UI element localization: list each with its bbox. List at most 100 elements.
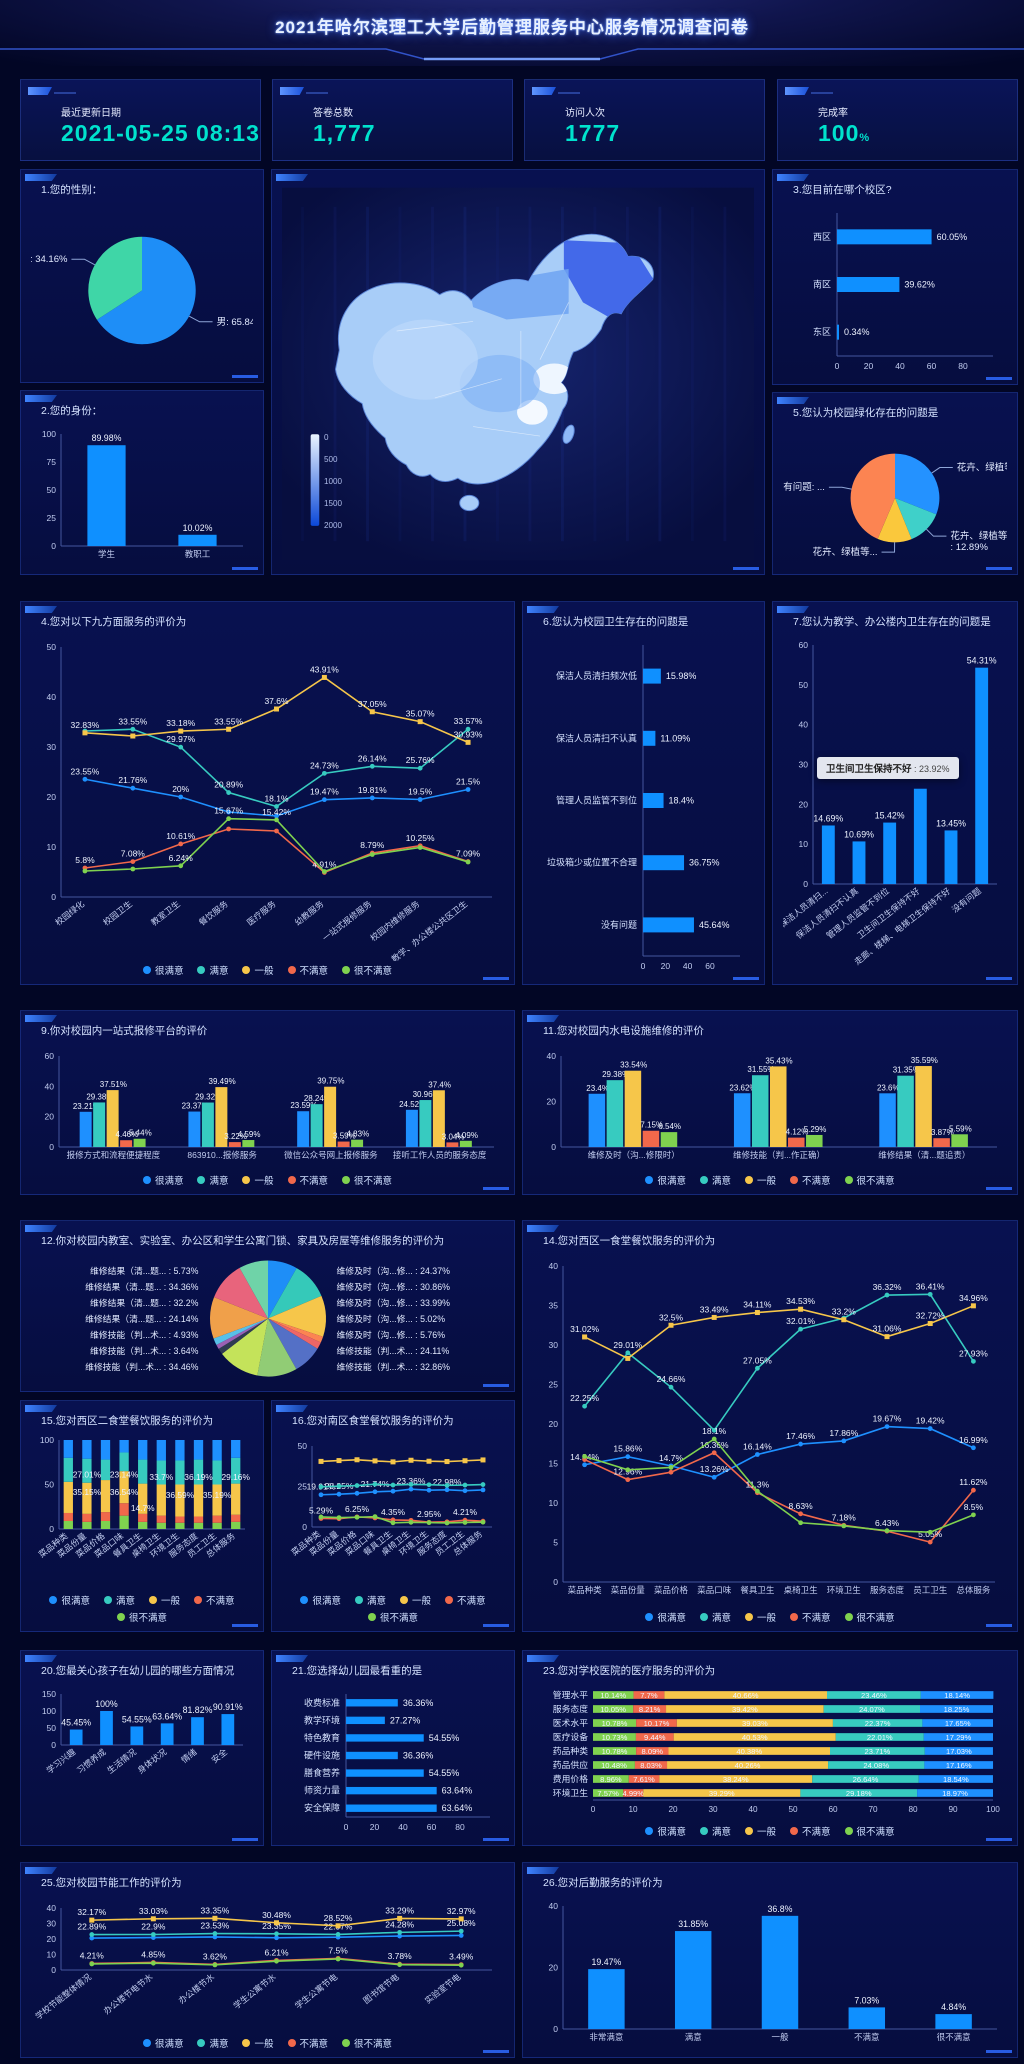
legend-item-一般[interactable]: 一般 [242, 963, 274, 977]
legend-item-很不满意[interactable]: 很不满意 [342, 1173, 392, 1187]
legend-item-不满意[interactable]: 不满意 [287, 963, 328, 977]
legend-dot [287, 966, 296, 975]
svg-text:33.29%: 33.29% [385, 1906, 414, 1916]
china-map-canvas[interactable]: 0 500 1000 1500 2000 [282, 178, 754, 570]
legend-item-满意[interactable]: 满意 [197, 2036, 228, 2050]
svg-text:男: 65.84%: 男: 65.84% [217, 317, 253, 328]
chart-canvas-p14[interactable]: 0 5 10 15 20 25 30 35 40 菜品种类 菜品份量 菜品价格 菜品口味 餐具卫生 桌椅卫生… [533, 1250, 1007, 1608]
legend-item-满意[interactable]: 满意 [197, 1173, 228, 1187]
chart-canvas-p9[interactable]: 0 20 40 60 报修方式和流程便捷程度 863910...报修服务 微信公众号网上报修… [31, 1040, 504, 1171]
legend-item-不满意[interactable]: 不满意 [790, 1173, 831, 1187]
svg-text:36.32%: 36.32% [873, 1282, 902, 1292]
svg-text:19.81%: 19.81% [358, 785, 387, 795]
svg-text:13.26%: 13.26% [700, 1464, 729, 1474]
legend-label: 一般 [412, 1596, 432, 1608]
chart-canvas-p2[interactable]: 0 25 50 75 100 学生 教职工 89.98% 10.02% [31, 420, 253, 570]
chart-canvas-p21[interactable]: 0 20 40 60 80 收费标准 36.36% 教学环境 27.27% 特色教育 54.55% 硬… [282, 1680, 504, 1841]
legend-item-不满意[interactable]: 不满意 [445, 1593, 486, 1607]
svg-text:25: 25 [549, 1380, 559, 1390]
legend-item-不满意[interactable]: 不满意 [790, 1610, 831, 1624]
legend-label: 满意 [209, 2039, 229, 2051]
svg-text:10.14%: 10.14% [600, 1691, 626, 1700]
legend-item-满意[interactable]: 满意 [699, 1173, 731, 1187]
svg-text:43.91%: 43.91% [310, 665, 339, 675]
legend-item-不满意[interactable]: 不满意 [194, 1593, 235, 1607]
svg-text:20: 20 [549, 1963, 559, 1973]
svg-text:11.09%: 11.09% [660, 733, 690, 743]
chart-legend: 很满意 满意 一般 不满意 很不满意 [533, 1608, 1007, 1627]
svg-text:学习兴趣: 学习兴趣 [44, 1747, 77, 1776]
svg-text:60: 60 [927, 361, 937, 371]
legend-item-很满意[interactable]: 很满意 [142, 2036, 183, 2050]
legend-item-一般[interactable]: 一般 [242, 2036, 274, 2050]
legend-item-满意[interactable]: 满意 [103, 1593, 135, 1607]
svg-text:40: 40 [549, 1901, 559, 1911]
chart-canvas-p23[interactable]: 0 10 20 30 40 50 60 70 80 90 100 管理水平 10.14% 7.7% 40.6… [533, 1680, 1007, 1822]
chart-canvas-p20[interactable]: 0 50 100 150 学习兴趣 习惯养成 生活情况 身体状况 情绪 安全 45.45% 100% 5… [31, 1680, 253, 1841]
legend-item-一般[interactable]: 一般 [242, 1173, 274, 1187]
legend-item-很满意[interactable]: 很满意 [645, 1173, 686, 1187]
svg-text:29.38%: 29.38% [602, 1070, 629, 1079]
legend-dot [116, 1613, 125, 1622]
chart-canvas-p25[interactable]: 0 10 20 30 40 学校节能整体情况 办公楼节电节水 办公楼节水 学生公寓节水 学生公寓节… [31, 1892, 504, 2034]
chart-canvas-p15[interactable]: 0 50 100 菜品种类 菜品份量 菜品价格 菜品口味 餐具卫生 桌椅卫生 环境卫生 服务态度 员工… [31, 1430, 253, 1591]
legend-item-很不满意[interactable]: 很不满意 [116, 1610, 167, 1624]
chart-canvas-p5[interactable]: 花卉、绿植等种... 花卉、绿植等选择不适...: 12.89% 花卉、绿植等...… [783, 422, 1007, 570]
svg-text:10.69%: 10.69% [844, 830, 874, 840]
legend-item-很满意[interactable]: 很满意 [300, 1593, 341, 1607]
legend-item-一般[interactable]: 一般 [400, 1593, 431, 1607]
legend-dot [142, 1176, 151, 1185]
svg-text:5.44%: 5.44% [129, 1129, 152, 1138]
svg-text:40: 40 [683, 961, 693, 971]
legend-item-很不满意[interactable]: 很不满意 [342, 963, 392, 977]
chart-canvas-p11[interactable]: 0 20 40 维修及时（沟...修限时） 维修技能（判...作正确） 维修结果（清...… [533, 1040, 1007, 1171]
svg-text:9.44%: 9.44% [644, 1733, 666, 1742]
chart-canvas-p7[interactable]: 0 10 20 30 40 50 60 保洁人员清扫... 保洁人员清扫不认真 管理人员监管不到位… [783, 631, 1007, 980]
svg-text:50: 50 [298, 1441, 308, 1451]
legend-item-不满意[interactable]: 不满意 [287, 1173, 328, 1187]
chart-canvas-p4[interactable]: 0 10 20 30 40 50 校园绿化 校园卫生 教室卫生 餐饮服务 医疗服务 幼教服务 一站式报修… [31, 631, 504, 961]
legend-label: 很满意 [657, 1613, 686, 1625]
svg-text:75: 75 [47, 457, 57, 467]
legend-item-一般[interactable]: 一般 [744, 1610, 776, 1624]
legend-item-满意[interactable]: 满意 [699, 1610, 731, 1624]
chart-canvas-p6[interactable]: 0 20 40 60 保洁人员清扫频次低 15.98% 保洁人员清扫不认真 11.09% 管理人… [533, 631, 754, 980]
legend-item-很满意[interactable]: 很满意 [645, 1824, 686, 1838]
chart-canvas-p1[interactable]: 男: 65.84% 女: 34.16% [31, 199, 253, 378]
svg-text:32.01%: 32.01% [786, 1316, 815, 1326]
legend-item-很满意[interactable]: 很满意 [142, 1173, 183, 1187]
legend-dot [354, 1596, 363, 1605]
legend-item-很不满意[interactable]: 很不满意 [844, 1173, 895, 1187]
legend-item-不满意[interactable]: 不满意 [287, 2036, 329, 2051]
svg-text:37.4%: 37.4% [428, 1080, 451, 1089]
legend-item-很不满意[interactable]: 很不满意 [844, 1824, 895, 1838]
chart-canvas-p3[interactable]: 0 20 40 60 80 西区 60.05% 南区 39.62% 东区 0.34% [783, 199, 1007, 380]
legend-item-不满意[interactable]: 不满意 [790, 1824, 831, 1838]
svg-text:14.69%: 14.69% [813, 814, 843, 824]
legend-label: 不满意 [299, 2039, 329, 2051]
legend-item-一般[interactable]: 一般 [744, 1173, 776, 1187]
svg-text:办公楼节水: 办公楼节水 [177, 1972, 217, 2006]
panel-title: 6.您认为校园卫生存在的问题是 [543, 616, 689, 628]
legend-item-一般[interactable]: 一般 [744, 1824, 776, 1838]
legend-dot [367, 1613, 376, 1622]
legend-item-很不满意[interactable]: 很不满意 [844, 1610, 895, 1624]
svg-text:80: 80 [958, 361, 968, 371]
svg-text:教室卫生: 教室卫生 [149, 899, 182, 928]
legend-item-很满意[interactable]: 很满意 [49, 1593, 90, 1607]
legend-item-满意[interactable]: 满意 [197, 963, 228, 977]
legend-item-很满意[interactable]: 很满意 [142, 963, 183, 977]
chart-canvas-p12[interactable]: 维修结果（清...题... : 5.73% 维修结果（清...题... : 34.… [31, 1250, 504, 1387]
legend-item-很不满意[interactable]: 很不满意 [367, 1610, 418, 1624]
svg-text:没有问题: 没有问题 [601, 919, 637, 930]
svg-text:63.64%: 63.64% [442, 1786, 473, 1796]
legend-item-很不满意[interactable]: 很不满意 [342, 2036, 392, 2050]
chart-canvas-p26[interactable]: 0 20 40 非常满意 满意 一般 不满意 很不满意 19.47% 31.85% 36.8% 7.0… [533, 1892, 1007, 2053]
svg-text:药品供应: 药品供应 [553, 1759, 588, 1770]
legend-item-很满意[interactable]: 很满意 [645, 1610, 686, 1624]
legend-item-一般[interactable]: 一般 [149, 1593, 180, 1607]
legend-item-满意[interactable]: 满意 [699, 1824, 731, 1838]
chart-canvas-p16[interactable]: 0 25 50 菜品种类 菜品份量 菜品价格 菜品口味 餐具卫生 桌椅卫生 环境卫生 服务态度 员工卫… [282, 1430, 504, 1591]
svg-text:4.21%: 4.21% [453, 1507, 478, 1517]
legend-item-满意[interactable]: 满意 [354, 1593, 386, 1607]
